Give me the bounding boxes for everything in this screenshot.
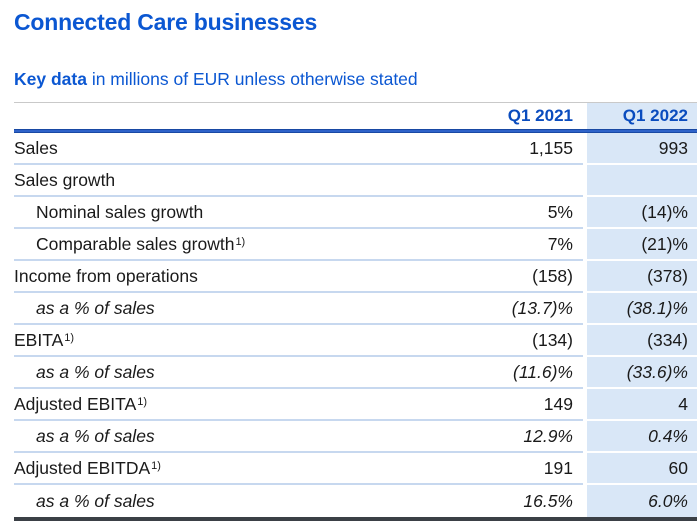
value-q1-2022: (38.1)% (587, 293, 697, 325)
value-q1-2021: (158) (453, 261, 583, 293)
row-label: Income from operations (14, 261, 453, 293)
value-q1-2021: 191 (453, 453, 583, 485)
value-q1-2021: (11.6)% (453, 357, 583, 389)
column-gap (583, 389, 587, 421)
table-subtitle: Key data in millions of EUR unless other… (14, 68, 700, 90)
row-label-text: Income from operations (14, 265, 198, 286)
row-label: Nominal sales growth (14, 197, 453, 229)
table-row: Adjusted EBITDA 1) 191 60 (14, 453, 697, 485)
row-label-text: Adjusted EBITA (14, 393, 137, 414)
value-q1-2022: (378) (587, 261, 697, 293)
value-q1-2021: 7% (453, 229, 583, 261)
table-body: Sales 1,155 993 Sales growth Nominal sal… (14, 133, 697, 517)
value-q1-2021: 12.9% (453, 421, 583, 453)
table-row: Comparable sales growth 1) 7% (21)% (14, 229, 697, 261)
header-spacer (14, 103, 453, 129)
table-row: as a % of sales 16.5% 6.0% (14, 485, 697, 517)
row-label: Adjusted EBITDA 1) (14, 453, 453, 485)
row-label-text: as a % of sales (36, 425, 155, 446)
column-header-q1-2022: Q1 2022 (587, 103, 697, 129)
value-q1-2022: (14)% (587, 197, 697, 229)
column-header-q1-2021: Q1 2021 (507, 106, 573, 125)
row-label-text: Comparable sales growth (36, 233, 235, 254)
table-row: Sales growth (14, 165, 697, 197)
row-label: Sales growth (14, 165, 453, 197)
bottom-rule (14, 517, 697, 521)
row-label: Sales (14, 133, 453, 165)
subtitle-units: in millions of EUR unless otherwise stat… (86, 69, 418, 89)
column-gap (583, 197, 587, 229)
column-gap (583, 357, 587, 389)
column-gap (583, 261, 587, 293)
value-q1-2022: (33.6)% (587, 357, 697, 389)
value-q1-2022: 0.4% (587, 421, 697, 453)
column-gap (583, 453, 587, 485)
value-q1-2022 (587, 165, 697, 197)
row-label: as a % of sales (14, 485, 453, 517)
value-q1-2021: 16.5% (523, 490, 573, 511)
value-q1-2021: (13.7)% (453, 293, 583, 325)
table-row: Adjusted EBITA 1) 149 4 (14, 389, 697, 421)
row-label-text: Sales (14, 137, 58, 158)
row-label-text: as a % of sales (36, 361, 155, 382)
row-label: as a % of sales (14, 293, 453, 325)
row-label: Adjusted EBITA 1) (14, 389, 453, 421)
page-title: Connected Care businesses (14, 9, 318, 35)
value-q1-2021: (134) (453, 325, 583, 357)
column-gap (583, 325, 587, 357)
value-q1-2022: 993 (587, 133, 697, 165)
row-label-text: EBITA (14, 329, 64, 350)
value-q1-2022: (21)% (587, 229, 697, 261)
row-label: Comparable sales growth 1) (14, 229, 453, 261)
table-row: as a % of sales (13.7)% (38.1)% (14, 293, 697, 325)
row-label-text: as a % of sales (36, 297, 155, 318)
value-q1-2022: 4 (587, 389, 697, 421)
table-row: as a % of sales 12.9% 0.4% (14, 421, 697, 453)
value-q1-2021: 149 (453, 389, 583, 421)
table-header-row: Q1 2021 Q1 2022 (14, 103, 697, 129)
column-gap (583, 293, 587, 325)
row-label-text: Sales growth (14, 169, 116, 190)
header-rule (14, 129, 697, 133)
row-label: as a % of sales (14, 357, 453, 389)
value-q1-2021: 1,155 (453, 133, 583, 165)
value-q1-2021 (453, 165, 583, 197)
table-row: EBITA 1) (134) (334) (14, 325, 697, 357)
table-row: Income from operations (158) (378) (14, 261, 697, 293)
value-q1-2022: (334) (587, 325, 697, 357)
row-label-text: as a % of sales (36, 490, 155, 511)
table-row: Sales 1,155 993 (14, 133, 697, 165)
table-row: Nominal sales growth 5% (14)% (14, 197, 697, 229)
column-gap (583, 133, 587, 165)
column-gap (583, 421, 587, 453)
value-q1-2022: 60 (587, 453, 697, 485)
column-gap (583, 165, 587, 197)
column-gap (583, 229, 587, 261)
row-label: EBITA 1) (14, 325, 453, 357)
subtitle-key-data: Key data (14, 69, 87, 89)
row-label: as a % of sales (14, 421, 453, 453)
key-data-table: Q1 2021 Q1 2022 Sales 1,155 993 Sales gr… (14, 102, 697, 521)
row-label-text: Adjusted EBITDA (14, 457, 151, 478)
table-row: as a % of sales (11.6)% (33.6)% (14, 357, 697, 389)
value-q1-2021: 5% (453, 197, 583, 229)
row-label-text: Nominal sales growth (36, 201, 204, 222)
value-q1-2022: 6.0% (587, 485, 697, 517)
